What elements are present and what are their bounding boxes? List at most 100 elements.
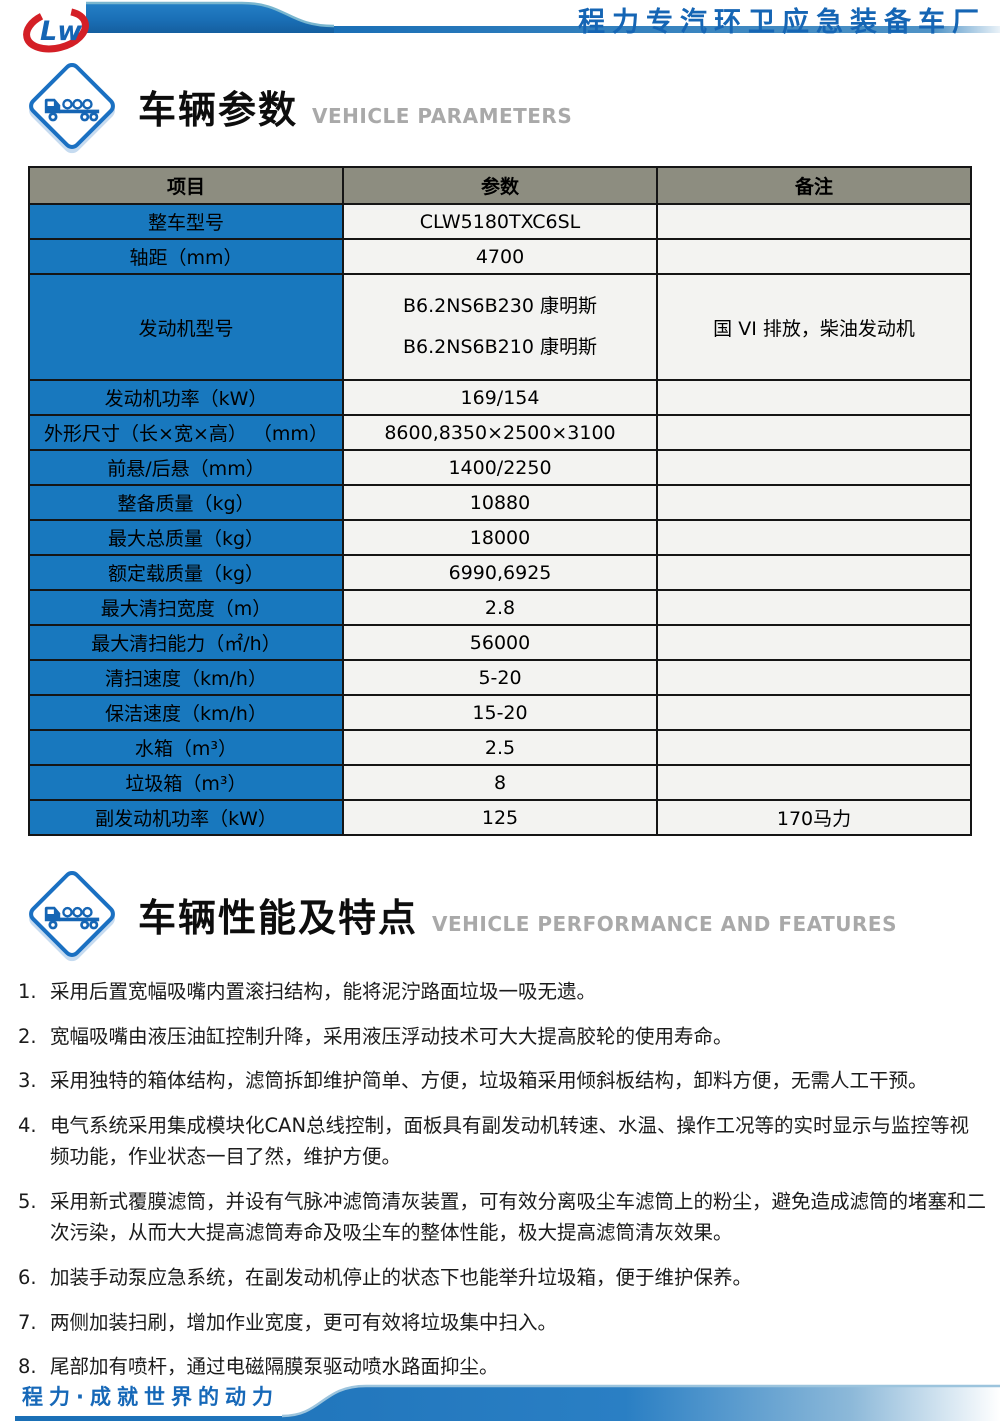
- section-header-vehicle-parameters: 车辆参数 VEHICLE PARAMETERS: [22, 56, 572, 156]
- remark-cell: [656, 764, 972, 801]
- table-row: 水箱（m³） 2.5: [28, 729, 972, 766]
- param-cell: CLW5180TXC6SL: [342, 203, 658, 240]
- item-cell: 发动机功率（kW）: [28, 379, 344, 416]
- feature-text: 宽幅吸嘴由液压油缸控制升降，采用液压浮动技术可大大提高胶轮的使用寿命。: [50, 1024, 733, 1048]
- table-row: 前悬/后悬（mm） 1400/2250: [28, 449, 972, 486]
- item-cell: 清扫速度（km/h）: [28, 659, 344, 696]
- table-row: 最大清扫能力（㎡/h） 56000: [28, 624, 972, 661]
- param-cell: B6.2NS6B230 康明斯 B6.2NS6B210 康明斯: [342, 273, 658, 381]
- remark-cell: 国 VI 排放，柴油发动机: [656, 273, 972, 381]
- remark-cell: [656, 379, 972, 416]
- feature-number: 6.: [18, 1266, 37, 1290]
- param-cell: 8600,8350×2500×3100: [342, 414, 658, 451]
- table-row: 外形尺寸（长×宽×高） （mm） 8600,8350×2500×3100: [28, 414, 972, 451]
- remark-cell: [656, 554, 972, 591]
- feature-text: 采用新式覆膜滤筒，并设有气脉冲滤筒清灰装置，可有效分离吸尘车滤筒上的粉尘，避免造…: [50, 1189, 987, 1245]
- param-cell: 10880: [342, 484, 658, 521]
- table-row: 轴距（mm） 4700: [28, 238, 972, 275]
- table-row: 发动机型号 B6.2NS6B230 康明斯 B6.2NS6B210 康明斯 国 VI …: [28, 273, 972, 381]
- feature-number: 1.: [18, 980, 37, 1003]
- col-header-item: 项目: [28, 166, 344, 205]
- param-cell: 125: [342, 799, 658, 836]
- table-row: 整备质量（kg） 10880: [28, 484, 972, 521]
- remark-cell: 170马力: [656, 799, 972, 836]
- remark-cell: [656, 659, 972, 696]
- feature-item: 8. 尾部加有喷杆，通过电磁隔膜泵驱动喷水路面抑尘。: [14, 1351, 986, 1383]
- table-row: 最大总质量（kg） 18000: [28, 519, 972, 556]
- param-cell: 1400/2250: [342, 449, 658, 486]
- feature-item: 2. 宽幅吸嘴由液压油缸控制升降，采用液压浮动技术可大大提高胶轮的使用寿命。: [14, 1021, 986, 1053]
- section-subtitle: VEHICLE PARAMETERS: [312, 103, 573, 128]
- param-cell: 2.8: [342, 589, 658, 626]
- param-cell: 15-20: [342, 694, 658, 731]
- company-name: 程力专汽环卫应急装备车厂: [578, 7, 986, 38]
- section-subtitle: VEHICLE PERFORMANCE AND FEATURES: [432, 911, 897, 936]
- feature-list: 1. 采用后置宽幅吸嘴内置滚扫结构，能将泥泞路面垃圾一吸无遗。 2. 宽幅吸嘴由液压油…: [14, 976, 986, 1396]
- param-cell: 169/154: [342, 379, 658, 416]
- param-cell: 56000: [342, 624, 658, 661]
- param-cell: 5-20: [342, 659, 658, 696]
- remark-cell: [656, 589, 972, 626]
- item-cell: 额定载质量（kg）: [28, 554, 344, 591]
- param-cell: 4700: [342, 238, 658, 275]
- feature-text: 采用后置宽幅吸嘴内置滚扫结构，能将泥泞路面垃圾一吸无遗。: [50, 980, 597, 1003]
- table-row: 副发动机功率（kW） 125 170马力: [28, 799, 972, 836]
- table-row: 整车型号 CLW5180TXC6SL: [28, 203, 972, 240]
- param-line: B6.2NS6B210 康明斯: [403, 336, 597, 358]
- param-cell: 18000: [342, 519, 658, 556]
- feature-number: 5.: [18, 1189, 37, 1213]
- item-cell: 最大清扫宽度（m）: [28, 589, 344, 626]
- remark-cell: [656, 484, 972, 521]
- item-cell: 整备质量（kg）: [28, 484, 344, 521]
- truck-diamond-icon: [22, 864, 122, 964]
- param-line: B6.2NS6B230 康明斯: [403, 295, 597, 318]
- table-row: 清扫速度（km/h） 5-20: [28, 659, 972, 696]
- feature-number: 3.: [18, 1069, 37, 1093]
- feature-item: 1. 采用后置宽幅吸嘴内置滚扫结构，能将泥泞路面垃圾一吸无遗。: [14, 976, 986, 1008]
- feature-text: 尾部加有喷杆，通过电磁隔膜泵驱动喷水路面抑尘。: [50, 1355, 499, 1379]
- item-cell: 垃圾箱（m³）: [28, 764, 344, 801]
- footer-slogan: 程力·成就世界的动力: [22, 1385, 279, 1409]
- top-banner-band: [86, 1, 1000, 33]
- section-title: 车辆性能及特点: [138, 895, 419, 940]
- item-cell: 发动机型号: [28, 273, 344, 381]
- remark-cell: [656, 729, 972, 766]
- item-cell: 最大清扫能力（㎡/h）: [28, 624, 344, 661]
- remark-cell: [656, 519, 972, 556]
- table-header-row: 项目 参数 备注: [28, 166, 972, 205]
- section-header-performance-features: 车辆性能及特点 VEHICLE PERFORMANCE AND FEATURES: [22, 864, 897, 964]
- company-logo-icon: Lw: [23, 7, 89, 53]
- feature-item: 4. 电气系统采用集成模块化CAN总线控制，面板具有副发动机转速、水温、操作工况等…: [14, 1110, 986, 1173]
- table-row: 发动机功率（kW） 169/154: [28, 379, 972, 416]
- col-header-param: 参数: [342, 166, 658, 205]
- feature-number: 7.: [18, 1310, 37, 1334]
- param-cell: 2.5: [342, 729, 658, 766]
- table-row: 保洁速度（km/h） 15-20: [28, 694, 972, 731]
- feature-text: 加装手动泵应急系统，在副发动机停止的状态下也能举升垃圾箱，便于维护保养。: [50, 1266, 753, 1290]
- feature-number: 4.: [18, 1113, 37, 1137]
- table-row: 额定载质量（kg） 6990,6925: [28, 554, 972, 591]
- item-cell: 保洁速度（km/h）: [28, 694, 344, 731]
- table-row: 最大清扫宽度（m） 2.8: [28, 589, 972, 626]
- param-cell: 8: [342, 764, 658, 801]
- feature-text: 采用独特的箱体结构，滤筒拆卸维护简单、方便，垃圾箱采用倾斜板结构，卸料方便，无需…: [50, 1069, 928, 1093]
- item-cell: 外形尺寸（长×宽×高） （mm）: [28, 414, 344, 451]
- feature-item: 6. 加装手动泵应急系统，在副发动机停止的状态下也能举升垃圾箱，便于维护保养。: [14, 1262, 986, 1294]
- item-cell: 副发动机功率（kW）: [28, 799, 344, 836]
- truck-icon: [44, 98, 100, 122]
- feature-text: 电气系统采用集成模块化CAN总线控制，面板具有副发动机转速、水温、操作工况等的实…: [50, 1113, 970, 1169]
- remark-cell: [656, 449, 972, 486]
- item-cell: 前悬/后悬（mm）: [28, 449, 344, 486]
- item-cell: 整车型号: [28, 203, 344, 240]
- table-row: 垃圾箱（m³） 8: [28, 764, 972, 801]
- section-title: 车辆参数: [138, 87, 299, 132]
- feature-item: 7. 两侧加装扫刷，增加作业宽度，更可有效将垃圾集中扫入。: [14, 1307, 986, 1339]
- truck-icon: [44, 906, 100, 930]
- feature-item: 5. 采用新式覆膜滤筒，并设有气脉冲滤筒清灰装置，可有效分离吸尘车滤筒上的粉尘，避…: [14, 1186, 986, 1249]
- remark-cell: [656, 238, 972, 275]
- remark-cell: [656, 203, 972, 240]
- feature-number: 2.: [18, 1024, 37, 1048]
- footer-band: [15, 1384, 1000, 1421]
- feature-text: 两侧加装扫刷，增加作业宽度，更可有效将垃圾集中扫入。: [50, 1310, 558, 1334]
- feature-number: 8.: [18, 1355, 37, 1379]
